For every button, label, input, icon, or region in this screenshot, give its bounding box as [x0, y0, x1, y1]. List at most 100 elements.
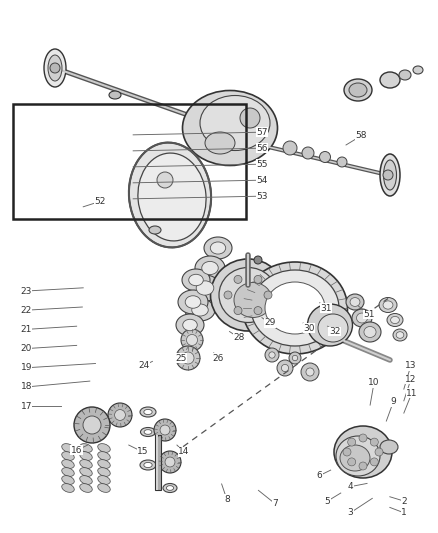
- Text: 21: 21: [21, 325, 32, 334]
- Circle shape: [187, 335, 198, 345]
- Ellipse shape: [98, 451, 110, 461]
- Ellipse shape: [62, 475, 74, 484]
- Ellipse shape: [185, 296, 201, 308]
- Text: 3: 3: [347, 508, 353, 517]
- Circle shape: [292, 356, 298, 361]
- Ellipse shape: [144, 409, 152, 415]
- Text: 54: 54: [256, 176, 268, 184]
- Circle shape: [254, 306, 262, 314]
- Circle shape: [182, 352, 194, 364]
- Circle shape: [348, 458, 356, 466]
- Text: 9: 9: [390, 398, 396, 406]
- Circle shape: [283, 141, 297, 155]
- Ellipse shape: [166, 486, 173, 490]
- Text: 18: 18: [21, 383, 32, 391]
- Text: 15: 15: [137, 448, 148, 456]
- Ellipse shape: [251, 270, 339, 346]
- Text: 19: 19: [21, 364, 32, 372]
- Text: 7: 7: [272, 499, 278, 508]
- Circle shape: [277, 360, 293, 376]
- Ellipse shape: [380, 72, 400, 88]
- Circle shape: [348, 438, 356, 446]
- Text: 20: 20: [21, 344, 32, 353]
- Ellipse shape: [62, 467, 74, 477]
- Ellipse shape: [200, 95, 270, 150]
- Circle shape: [108, 403, 132, 427]
- Ellipse shape: [62, 451, 74, 461]
- Text: 53: 53: [256, 192, 268, 200]
- Text: 29: 29: [264, 319, 276, 327]
- Text: 55: 55: [256, 160, 268, 168]
- Text: 32: 32: [329, 327, 340, 336]
- Ellipse shape: [359, 322, 381, 342]
- Ellipse shape: [211, 259, 286, 331]
- Text: 22: 22: [21, 306, 32, 314]
- Ellipse shape: [399, 70, 411, 80]
- Text: 11: 11: [406, 389, 417, 398]
- Circle shape: [359, 462, 367, 470]
- Text: 52: 52: [94, 197, 106, 206]
- Text: 14: 14: [178, 448, 190, 456]
- Circle shape: [160, 425, 170, 435]
- Text: 24: 24: [138, 361, 149, 370]
- Ellipse shape: [336, 436, 380, 476]
- Text: 6: 6: [317, 471, 323, 480]
- Text: 12: 12: [405, 375, 417, 384]
- Ellipse shape: [98, 467, 110, 477]
- Circle shape: [301, 363, 319, 381]
- Ellipse shape: [129, 143, 211, 247]
- Circle shape: [154, 419, 176, 441]
- Text: 57: 57: [256, 128, 268, 136]
- Circle shape: [74, 407, 110, 443]
- Circle shape: [337, 157, 347, 167]
- Ellipse shape: [141, 427, 155, 437]
- Circle shape: [281, 365, 289, 372]
- Text: 1: 1: [401, 508, 407, 517]
- Circle shape: [269, 352, 275, 358]
- Text: 25: 25: [176, 354, 187, 362]
- Ellipse shape: [80, 443, 92, 453]
- Ellipse shape: [383, 301, 393, 309]
- Text: 17: 17: [21, 402, 32, 410]
- Ellipse shape: [185, 299, 215, 321]
- Ellipse shape: [357, 313, 367, 323]
- Ellipse shape: [393, 329, 407, 341]
- Circle shape: [234, 276, 242, 284]
- Text: 16: 16: [71, 446, 82, 455]
- Circle shape: [370, 458, 378, 466]
- Ellipse shape: [318, 314, 348, 342]
- Ellipse shape: [265, 282, 325, 334]
- Ellipse shape: [346, 294, 364, 310]
- Bar: [13, 104, 246, 219]
- Ellipse shape: [384, 160, 396, 190]
- Circle shape: [264, 291, 272, 299]
- Ellipse shape: [380, 154, 400, 196]
- Text: 5: 5: [325, 497, 331, 505]
- Text: 10: 10: [368, 378, 380, 387]
- Ellipse shape: [80, 475, 92, 484]
- Ellipse shape: [192, 304, 208, 316]
- Ellipse shape: [307, 304, 353, 346]
- Circle shape: [240, 108, 260, 128]
- Text: 56: 56: [256, 144, 268, 152]
- Circle shape: [319, 151, 331, 163]
- Circle shape: [383, 170, 393, 180]
- Circle shape: [254, 256, 262, 264]
- Ellipse shape: [163, 483, 177, 492]
- Text: 2: 2: [401, 497, 406, 505]
- Ellipse shape: [140, 460, 156, 470]
- Ellipse shape: [98, 459, 110, 469]
- Ellipse shape: [62, 483, 74, 492]
- Text: 31: 31: [320, 304, 332, 312]
- Ellipse shape: [344, 79, 372, 101]
- Circle shape: [375, 448, 383, 456]
- Ellipse shape: [349, 83, 367, 97]
- Circle shape: [343, 448, 351, 456]
- Ellipse shape: [98, 483, 110, 492]
- Ellipse shape: [202, 261, 218, 274]
- Ellipse shape: [379, 297, 397, 312]
- Ellipse shape: [350, 297, 360, 306]
- Circle shape: [83, 416, 101, 434]
- Circle shape: [181, 329, 203, 351]
- Ellipse shape: [387, 313, 403, 327]
